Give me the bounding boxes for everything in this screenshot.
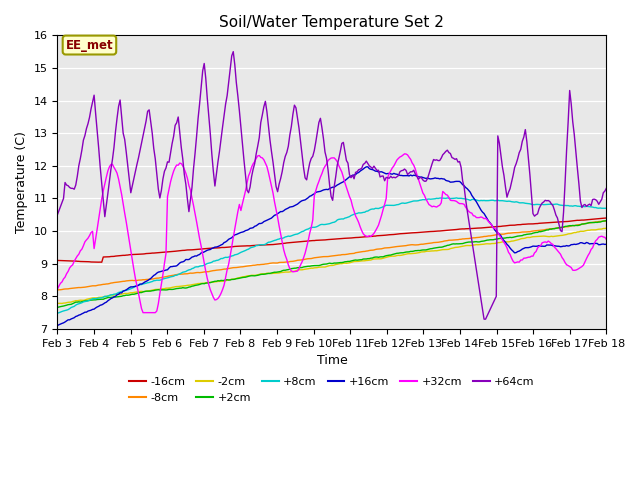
Legend: -16cm, -8cm, -2cm, +2cm, +8cm, +16cm, +32cm, +64cm: -16cm, -8cm, -2cm, +2cm, +8cm, +16cm, +3…: [125, 372, 539, 407]
Text: EE_met: EE_met: [66, 38, 113, 51]
Y-axis label: Temperature (C): Temperature (C): [15, 131, 28, 233]
Title: Soil/Water Temperature Set 2: Soil/Water Temperature Set 2: [220, 15, 444, 30]
X-axis label: Time: Time: [317, 354, 348, 367]
